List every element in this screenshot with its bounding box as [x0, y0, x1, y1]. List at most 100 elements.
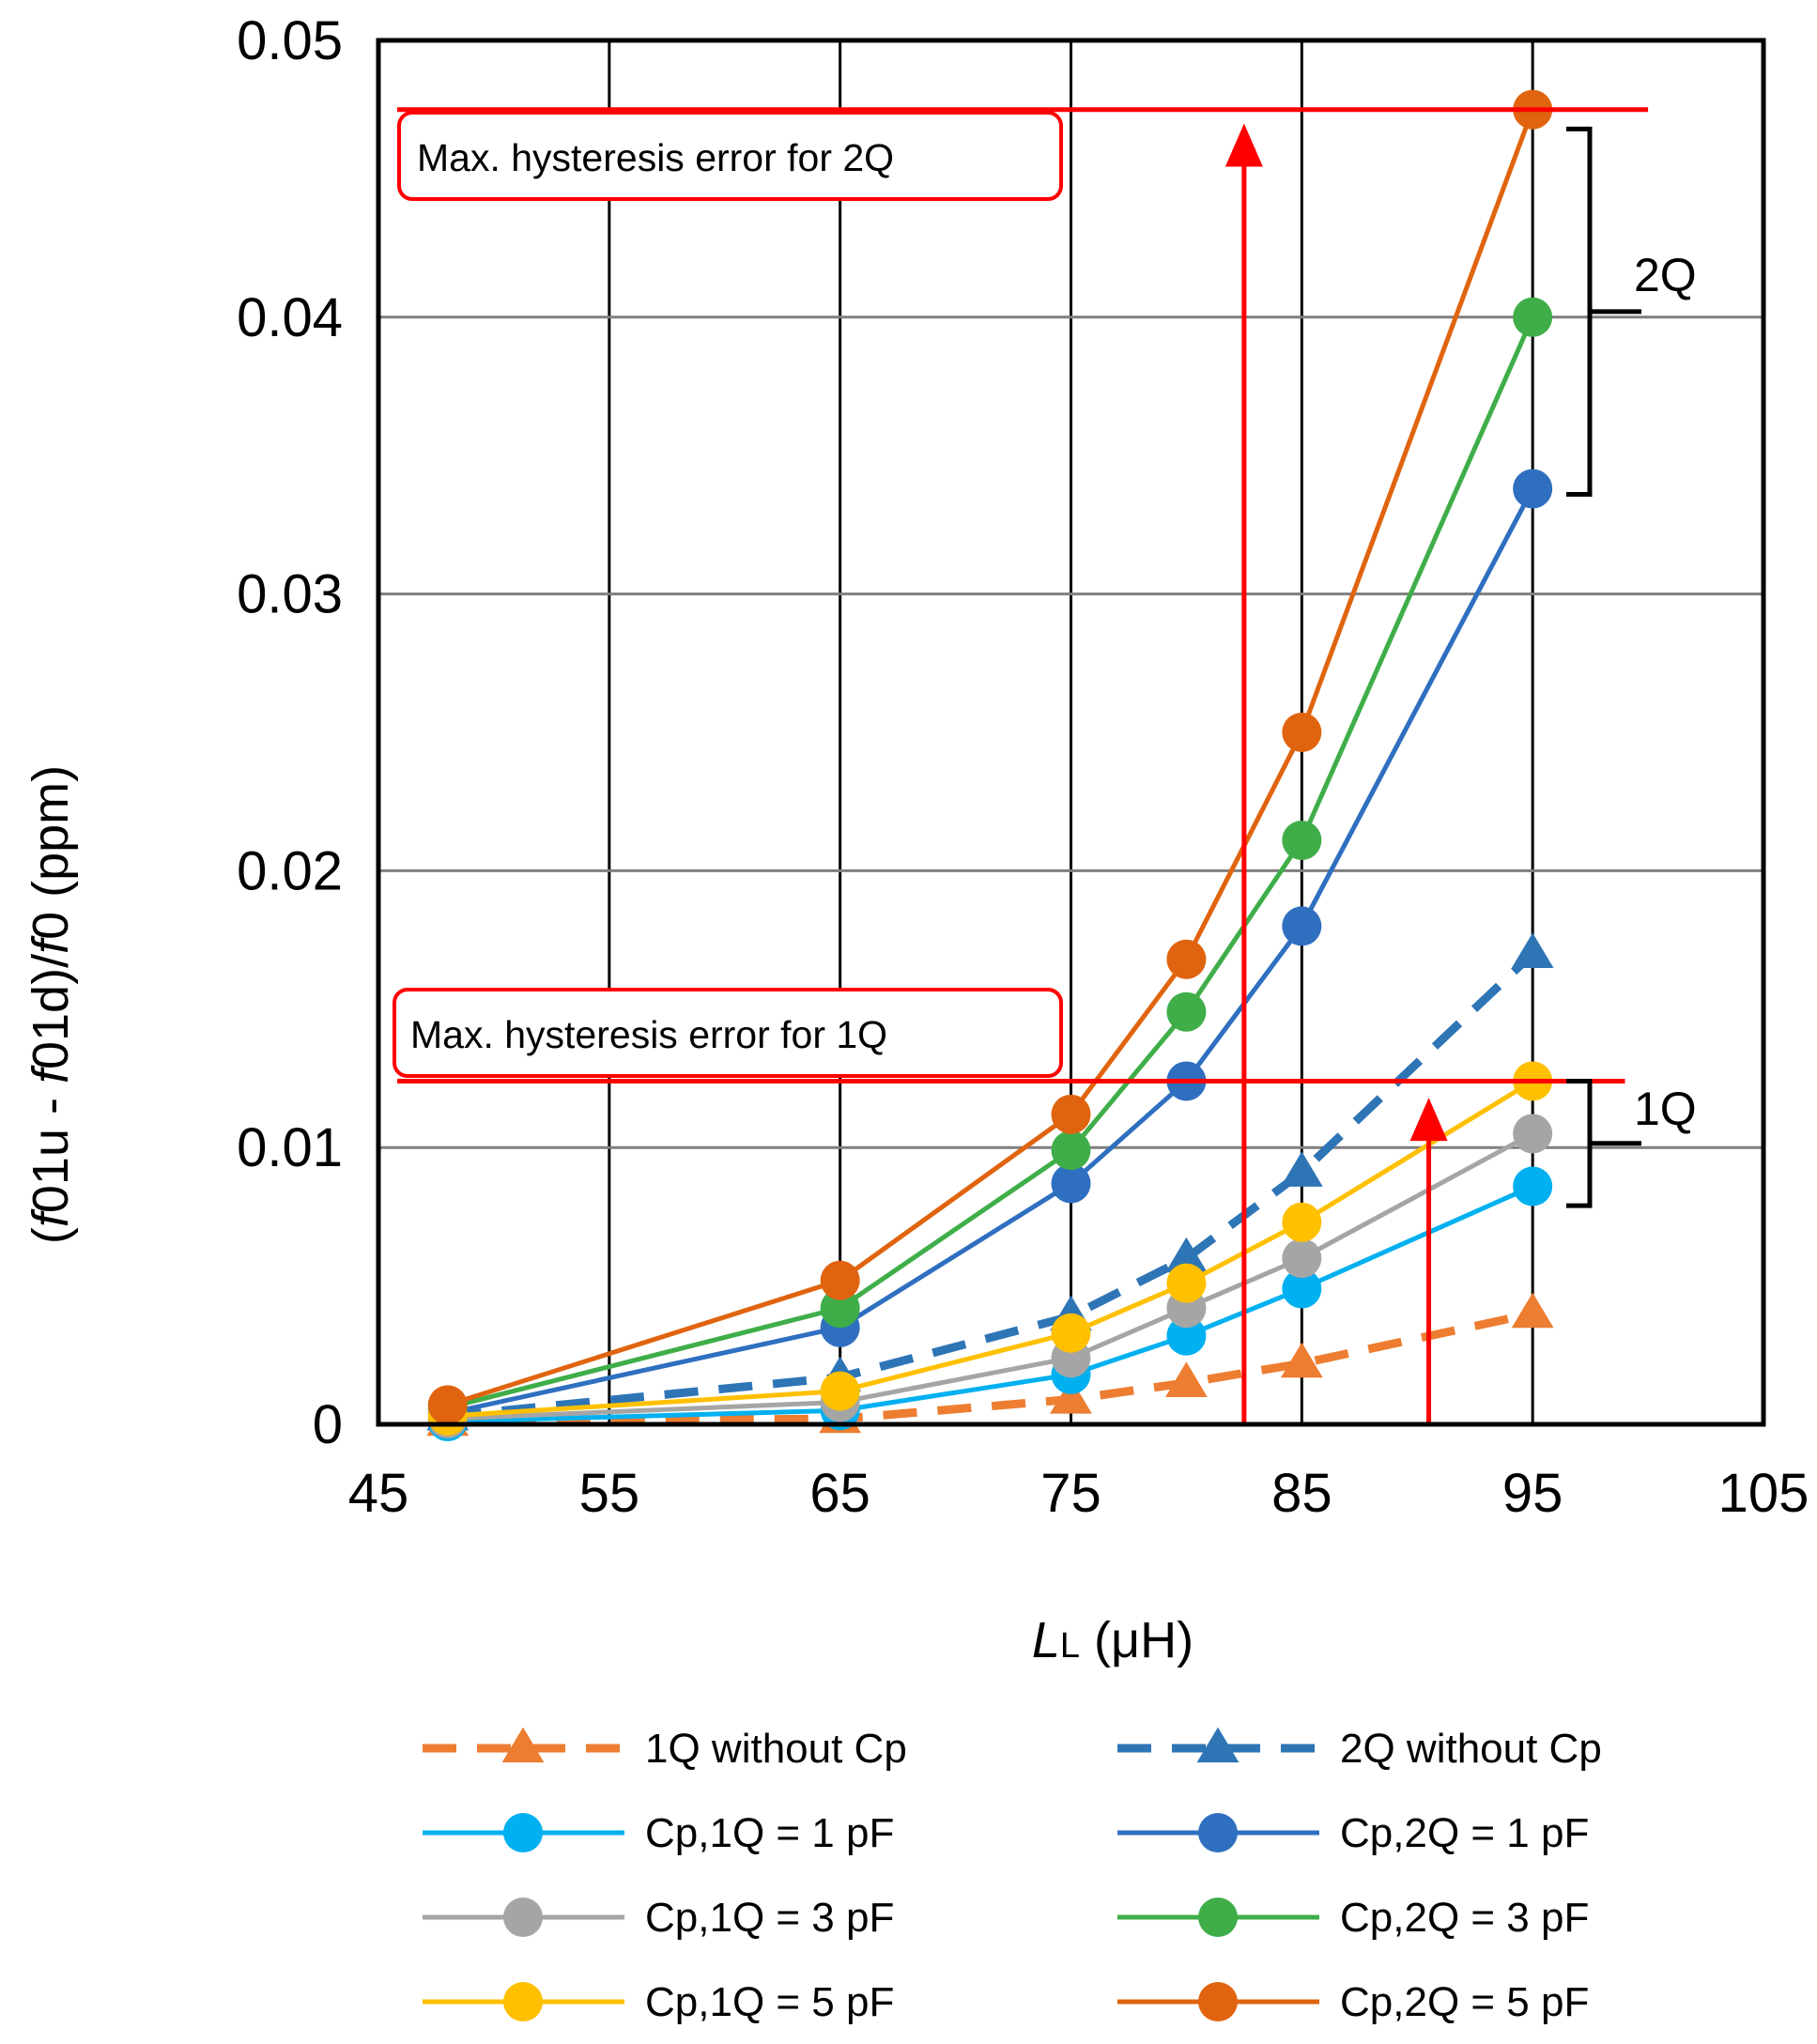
max-error-label-1q: Max. hysteresis error for 1Q [410, 1013, 887, 1056]
data-point [1051, 1130, 1091, 1171]
series-line [447, 950, 1536, 1421]
data-point [1513, 297, 1553, 337]
legend-label: Cp,1Q = 3 pF [645, 1895, 894, 1941]
x-title-unit: (μH) [1080, 1612, 1193, 1668]
data-point [1051, 1163, 1091, 1204]
series-line [447, 1184, 1534, 1424]
data-point [427, 1385, 468, 1425]
data-point [1166, 1263, 1207, 1303]
legend: 1Q without Cp Cp,1Q = 1 pF Cp,1Q = 3 pF Cp,… [423, 1726, 1602, 2025]
legend-item: 2Q without Cp [1117, 1726, 1602, 1772]
bracket-2q: 2Q [1566, 126, 1697, 497]
data-point [1280, 1342, 1323, 1378]
data-point [1282, 713, 1322, 752]
data-point [1511, 1292, 1554, 1329]
plot-area-frame [376, 38, 1766, 1427]
series-7 [427, 89, 1553, 1425]
legend-swatch-marker [503, 1898, 543, 1937]
y-tick-label: 0.05 [237, 10, 343, 71]
x-tick-label: 45 [348, 1463, 409, 1524]
data-point [820, 1371, 860, 1411]
series-layer [426, 89, 1554, 1442]
x-title-sub: L [1060, 1626, 1080, 1666]
y-tick-label: 0.02 [237, 840, 343, 901]
legend-label: Cp,2Q = 1 pF [1340, 1810, 1589, 1856]
legend-label: Cp,1Q = 1 pF [645, 1810, 894, 1856]
x-tick-label: 65 [809, 1463, 870, 1524]
arrow-head-2q [1224, 123, 1263, 167]
legend-swatch-marker [1198, 1898, 1238, 1937]
data-point [1166, 991, 1207, 1032]
bracket-1q-label: 1Q [1634, 1083, 1697, 1135]
series-line [446, 108, 1535, 1407]
annotation-1q: Max. hysteresis error for 1Q [393, 988, 1625, 1424]
legend-item: 1Q without Cp [423, 1726, 907, 1772]
legend-swatch-marker [1198, 1982, 1238, 2021]
y-title-part: 0 (ppm) [23, 765, 79, 940]
data-point [1513, 469, 1553, 509]
legend-swatch-marker [1198, 1813, 1238, 1852]
max-error-box-2q [397, 111, 1063, 201]
y-tick-label: 0.04 [237, 287, 343, 348]
y-axis-title: (f01u - f01d)/f0 (ppm) [23, 765, 79, 1244]
legend-label: Cp,2Q = 3 pF [1340, 1895, 1589, 1941]
x-axis-title: LL (μH) [1032, 1612, 1193, 1668]
arrow-head-1q [1409, 1098, 1448, 1142]
data-point [1166, 1315, 1207, 1356]
series-3 [427, 469, 1553, 1434]
data-point [1165, 1361, 1208, 1397]
y-title-part: 01d)/ [23, 954, 79, 1069]
y-tick-label: 0.03 [237, 564, 343, 625]
bracket-2q-label: 2Q [1634, 249, 1697, 301]
data-point [820, 1288, 860, 1329]
legend-item: Cp,2Q = 5 pF [1117, 1979, 1589, 2025]
series-line [447, 1131, 1534, 1422]
data-point [1166, 939, 1207, 979]
series-line [447, 1309, 1534, 1426]
legend-label: Cp,1Q = 5 pF [645, 1979, 894, 2025]
bracket-1q: 1Q [1566, 1078, 1697, 1208]
series-4 [427, 1114, 1553, 1439]
data-point [1513, 1114, 1553, 1154]
y-title-part: 01u - [23, 1083, 79, 1213]
data-point [1051, 1313, 1091, 1353]
x-tick-label: 75 [1040, 1463, 1101, 1524]
data-point [1282, 1238, 1322, 1279]
legend-label: 1Q without Cp [645, 1726, 907, 1772]
series-5 [427, 297, 1553, 1428]
data-point [1282, 820, 1322, 860]
annotation-2q: Max. hysteresis error for 2Q [397, 107, 1649, 1424]
legend-label: 2Q without Cp [1340, 1726, 1602, 1772]
data-point [1051, 1094, 1091, 1134]
series-line [447, 1079, 1534, 1419]
annotations: Max. hysteresis error for 2Q Max. hyster… [393, 107, 1697, 1424]
y-title-f: f [23, 1065, 79, 1083]
legend-swatch-marker [503, 1982, 543, 2021]
x-tick-label: 95 [1502, 1463, 1563, 1524]
max-error-label-2q: Max. hysteresis error for 2Q [417, 136, 894, 179]
data-point [1282, 1268, 1322, 1309]
series-line [447, 487, 1535, 1416]
legend-swatch-marker [503, 1813, 543, 1852]
legend-swatch-marker [501, 1727, 545, 1763]
legend-swatch-marker [1196, 1727, 1240, 1763]
data-point [820, 1260, 860, 1300]
x-tick-label: 105 [1718, 1463, 1809, 1524]
x-tick-label: 55 [579, 1463, 640, 1524]
legend-item: Cp,1Q = 5 pF [423, 1979, 894, 2025]
series-6 [427, 1061, 1553, 1437]
y-tick-label: 0.01 [237, 1117, 343, 1178]
y-tick-label: 0 [313, 1394, 343, 1455]
y-title-f: f [23, 1208, 79, 1227]
data-point [1050, 1378, 1092, 1414]
data-point [1280, 1151, 1323, 1187]
data-point [1513, 1166, 1553, 1206]
data-point [1165, 1237, 1208, 1273]
data-point [1282, 906, 1322, 946]
bracket-2q-shape [1566, 126, 1641, 497]
bracket-1q-shape [1566, 1078, 1641, 1208]
legend-item: Cp,2Q = 3 pF [1117, 1895, 1589, 1941]
data-point [1282, 1202, 1322, 1242]
max-error-box-1q [393, 988, 1063, 1078]
